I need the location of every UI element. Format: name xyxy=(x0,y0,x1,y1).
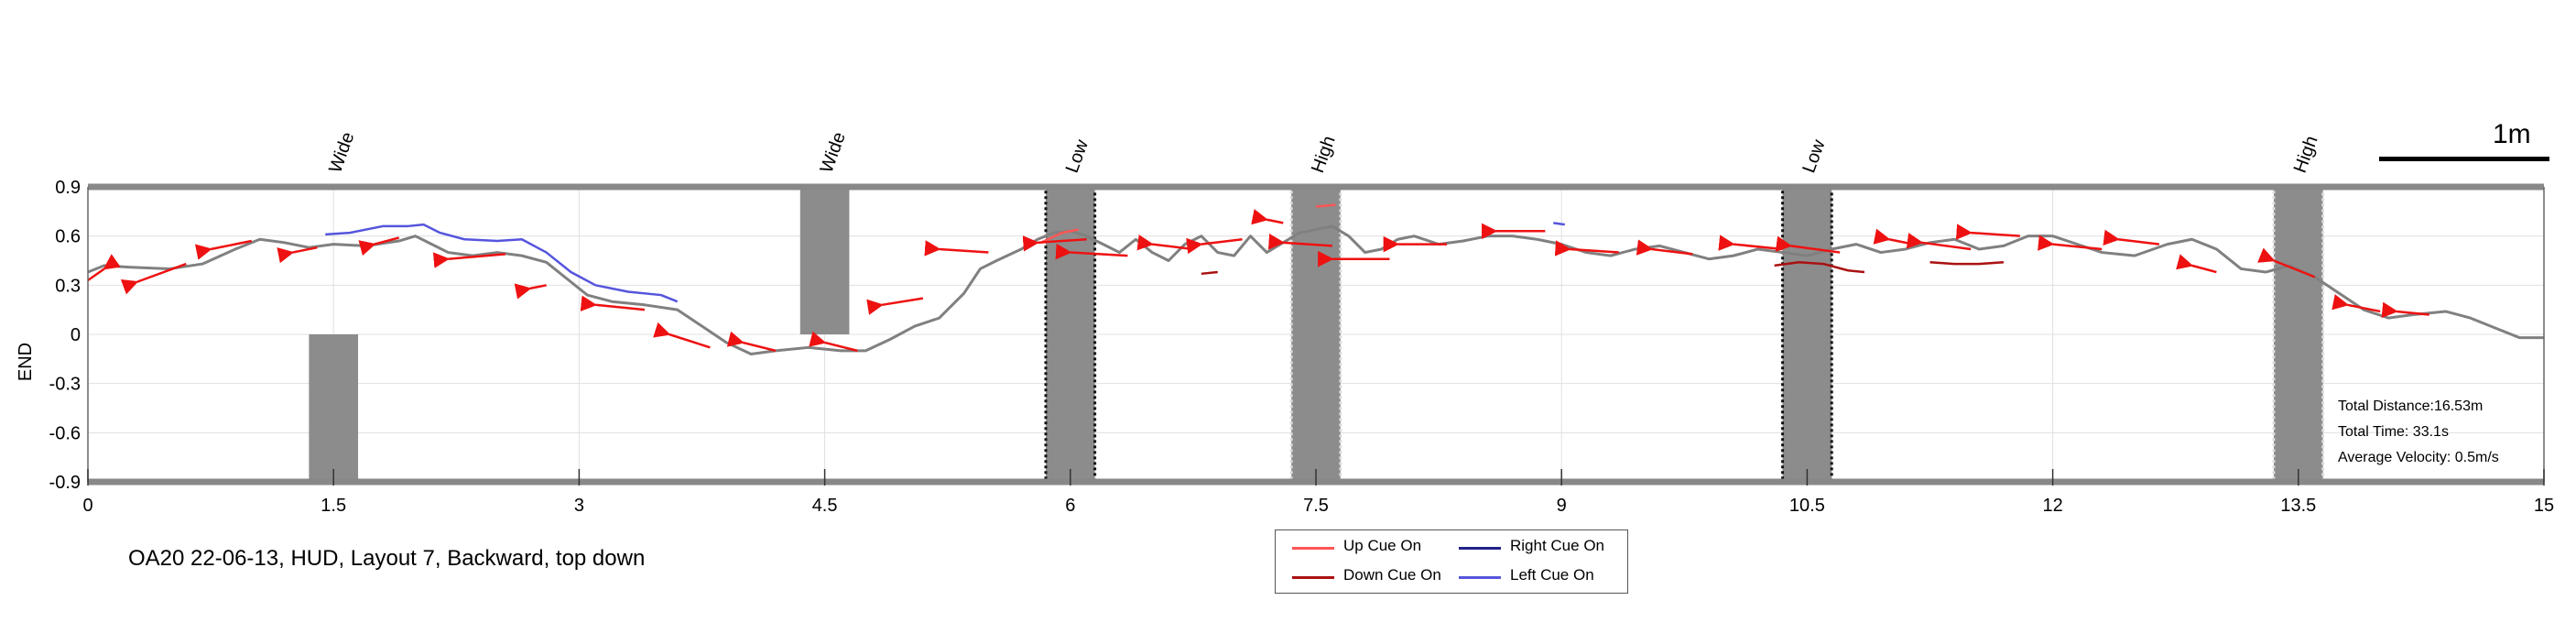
y-tick-1: 0.6 xyxy=(55,227,81,247)
cue-arrow-22 xyxy=(1554,240,1619,257)
cue-arrow-1 xyxy=(120,262,187,295)
average-velocity: Average Velocity: 0.5m/s xyxy=(2338,450,2499,465)
cue-arrow-16 xyxy=(1186,237,1243,255)
cue-arrow-27 xyxy=(1906,233,1972,251)
series-line-7 xyxy=(1315,203,1336,208)
x-tick-10: 15 xyxy=(2534,496,2554,516)
total-distance: Total Distance:16.53m xyxy=(2338,398,2484,414)
figure-caption: OA20 22-06-13, HUD, Layout 7, Backward, … xyxy=(128,546,646,571)
cue-arrow-2 xyxy=(194,239,253,260)
zone-label-3: High xyxy=(1308,134,1340,176)
cue-arrow-6 xyxy=(514,283,547,300)
x-tick-0: 0 xyxy=(82,496,92,516)
cue-arrow-30 xyxy=(2103,229,2159,246)
zone-label-2: Low xyxy=(1062,136,1092,176)
x-tick-8: 12 xyxy=(2042,496,2062,516)
x-tick-7: 10.5 xyxy=(1789,496,1825,516)
y-tick-0: 0.9 xyxy=(55,178,81,198)
cue-arrow-14 xyxy=(1055,243,1128,260)
legend-label-right: Right Cue On xyxy=(1510,537,1604,554)
cue-arrow-0 xyxy=(87,254,121,281)
cue-arrows xyxy=(87,209,2429,353)
y-tick-3: 0 xyxy=(71,325,81,345)
zone-4 xyxy=(1781,185,1833,484)
stats-box: Total Distance:16.53m Total Time: 33.1s … xyxy=(2338,394,2499,471)
cue-arrow-3 xyxy=(277,246,318,264)
y-tick-6: -0.9 xyxy=(49,473,81,493)
zone-0 xyxy=(309,334,359,482)
y-tick-4: -0.3 xyxy=(49,375,81,395)
legend-swatch-left xyxy=(1459,576,1501,579)
x-tick-2: 3 xyxy=(574,496,584,516)
legend-label-down: Down Cue On xyxy=(1343,566,1441,584)
zone-label-1: Wide xyxy=(817,129,850,175)
x-tick-3: 4.5 xyxy=(812,496,838,516)
cue-arrow-5 xyxy=(432,252,506,268)
zone-label-4: Low xyxy=(1799,136,1829,176)
legend-swatch-up xyxy=(1292,547,1334,550)
cue-arrow-15 xyxy=(1136,235,1194,251)
cue-arrow-32 xyxy=(2257,247,2316,278)
cue-arrow-17 xyxy=(1251,209,1284,225)
legend-swatch-right xyxy=(1459,547,1501,550)
scale-label: 1m xyxy=(2493,119,2531,149)
x-tick-6: 9 xyxy=(1557,496,1567,516)
legend-label-up: Up Cue On xyxy=(1343,537,1422,554)
series-line-4 xyxy=(1774,261,1865,274)
tick-labels: 0 1.5 3 4.5 6 7.5 9 10.5 12 13.5 15 0.9 0.6 0.3 0 -0.3 -… xyxy=(49,178,2555,516)
y-tick-5: -0.6 xyxy=(49,423,81,443)
cue-arrow-9 xyxy=(726,331,777,353)
cue-arrow-24 xyxy=(1718,235,1783,251)
cue-arrow-26 xyxy=(1873,228,1914,246)
y-tick-2: 0.3 xyxy=(55,276,81,296)
cue-arrow-13 xyxy=(1022,235,1087,252)
cue-arrow-18 xyxy=(1267,234,1332,250)
cue-arrow-4 xyxy=(358,236,400,257)
cue-arrow-33 xyxy=(2331,294,2381,313)
cue-arrow-7 xyxy=(580,295,646,311)
zone-5 xyxy=(2272,185,2325,484)
total-time: Total Time: 33.1s xyxy=(2338,424,2449,440)
cue-arrow-12 xyxy=(924,240,989,257)
cue-arrow-34 xyxy=(2381,301,2429,319)
zone-label-0: Wide xyxy=(325,129,358,175)
x-tick-5: 7.5 xyxy=(1303,496,1329,516)
series-line-1 xyxy=(325,223,679,303)
legend-swatch-down xyxy=(1292,576,1334,579)
cue-arrow-23 xyxy=(1636,239,1693,256)
zone-1 xyxy=(799,187,850,334)
series-line-3 xyxy=(1201,270,1218,276)
cue-arrow-11 xyxy=(866,297,924,315)
zone-3 xyxy=(1289,185,1342,484)
cue-arrow-28 xyxy=(1955,224,2020,240)
series-line-5 xyxy=(1929,261,2005,266)
cue-arrow-25 xyxy=(1775,235,1841,254)
series-line-6 xyxy=(1040,228,1079,244)
zone-label-5: High xyxy=(2290,134,2322,176)
cue-arrow-29 xyxy=(2038,235,2103,251)
legend: Up Cue On Right Cue On Down Cue On Left … xyxy=(1275,529,1628,594)
x-tick-1: 1.5 xyxy=(321,496,346,516)
series-line-2 xyxy=(1553,222,1565,226)
zone-labels: Wide Wide Low High Low High xyxy=(325,129,2321,175)
cue-arrow-10 xyxy=(809,331,858,353)
scale-bar xyxy=(2379,157,2549,161)
x-tick-4: 6 xyxy=(1065,496,1075,516)
legend-label-left: Left Cue On xyxy=(1510,566,1594,584)
cue-arrow-8 xyxy=(653,322,711,349)
cue-arrow-31 xyxy=(2176,254,2217,274)
x-tick-9: 13.5 xyxy=(2280,496,2316,516)
y-axis-label: END xyxy=(16,343,36,381)
